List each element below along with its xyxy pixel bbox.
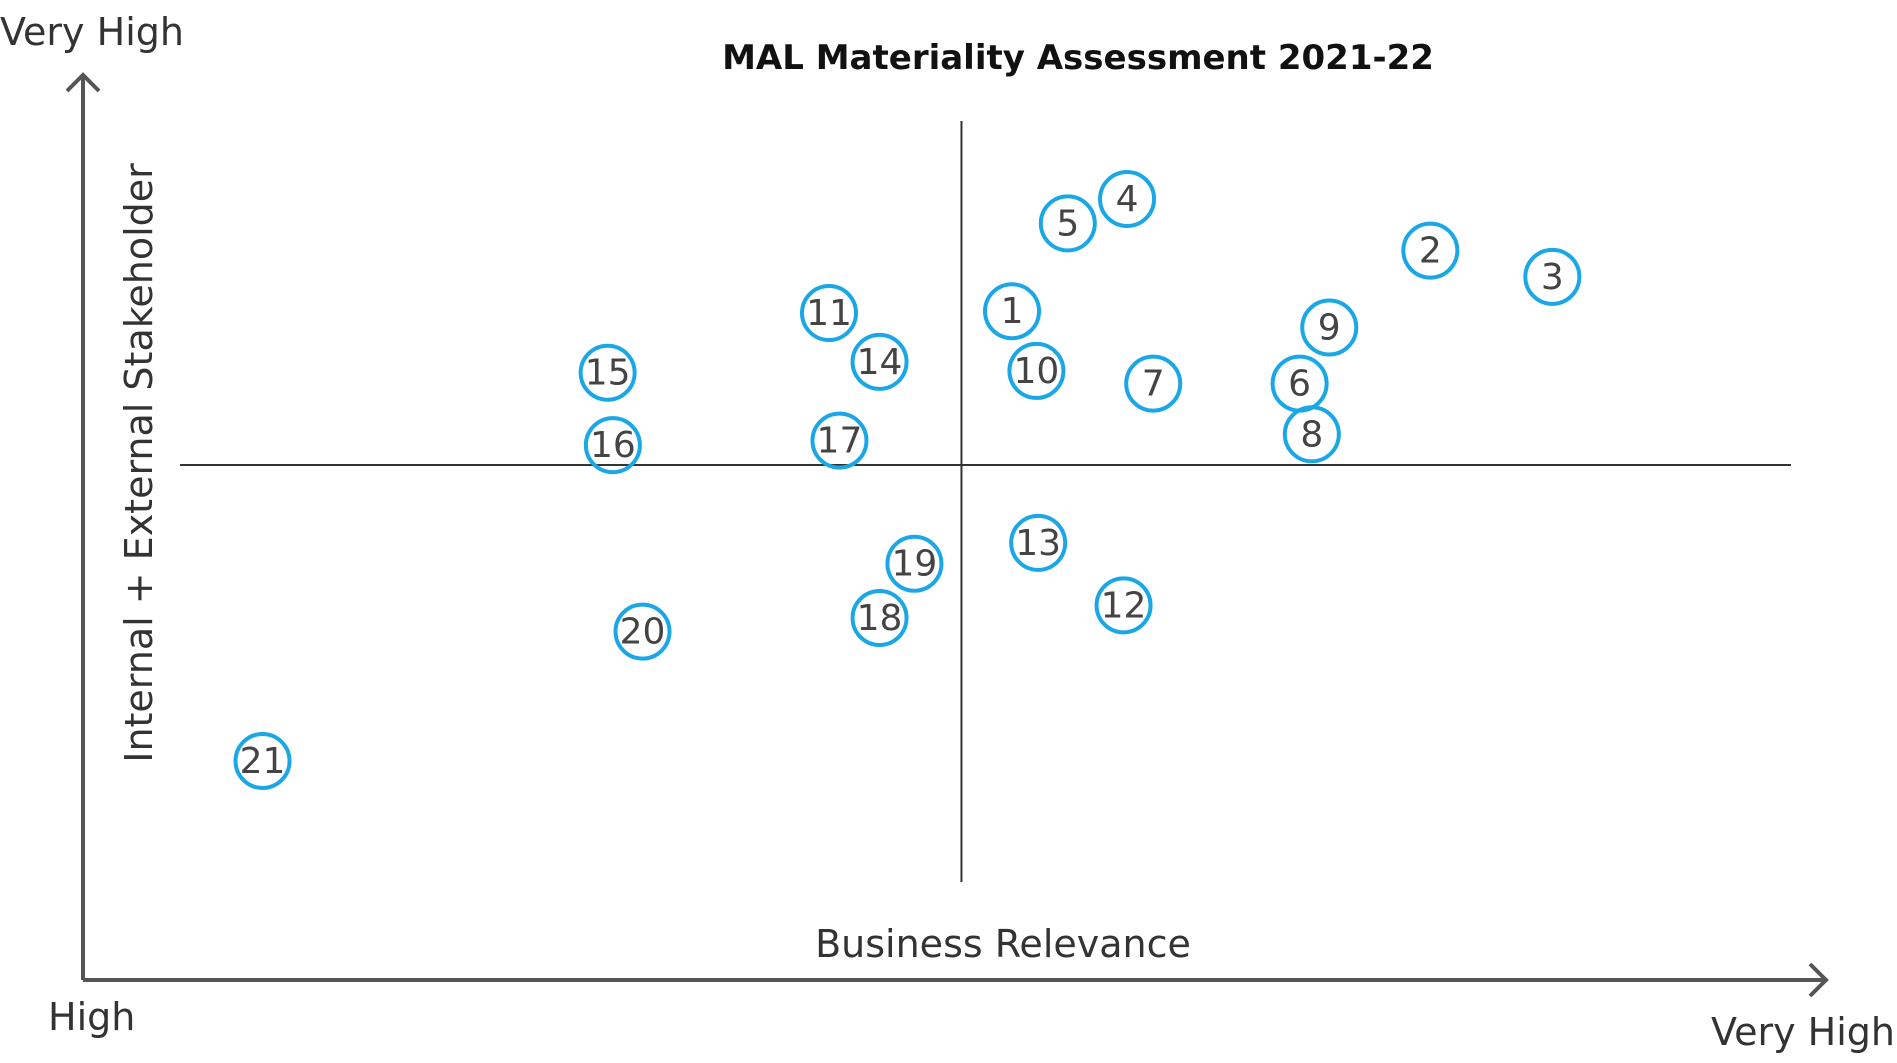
data-point: 21: [233, 731, 292, 790]
data-point-marker: [1282, 405, 1341, 464]
data-point-label: 1: [1001, 291, 1024, 332]
data-point-label: 4: [1116, 179, 1139, 220]
chart-title: MAL Materiality Assessment 2021-22: [722, 38, 1434, 78]
data-point-marker: [1401, 221, 1460, 280]
data-point-label: 3: [1541, 257, 1564, 298]
data-point: 1: [983, 282, 1042, 341]
data-point: 15: [578, 343, 637, 402]
data-point-label: 18: [857, 598, 903, 639]
data-point-marker: [800, 284, 859, 343]
data-point-label: 7: [1142, 364, 1165, 405]
data-point: 12: [1094, 576, 1153, 635]
data-point: 7: [1124, 354, 1183, 413]
x-axis-arrowhead: [1808, 962, 1829, 998]
data-point-marker: [1523, 247, 1582, 306]
data-point-marker: [1007, 341, 1066, 400]
data-point: 11: [800, 284, 859, 343]
data-point-label: 12: [1101, 585, 1147, 626]
x-axis-title: Business Relevance: [815, 922, 1191, 966]
data-point: 13: [1009, 513, 1068, 572]
data-point-marker: [583, 416, 642, 475]
data-point: 17: [810, 411, 869, 470]
data-point-marker: [850, 332, 909, 391]
data-point-label: 21: [240, 741, 286, 782]
data-point-marker: [810, 411, 869, 470]
data-point-marker: [1124, 354, 1183, 413]
data-point-label: 20: [620, 612, 666, 653]
data-point-marker: [850, 589, 909, 647]
data-point-label: 13: [1015, 523, 1061, 564]
data-point-label: 11: [806, 293, 852, 334]
data-point: 16: [583, 416, 642, 475]
data-point-label: 10: [1014, 351, 1060, 392]
x-axis: [83, 962, 1829, 998]
data-point: 9: [1300, 298, 1359, 357]
y-axis: [65, 72, 101, 980]
data-point-label: 8: [1300, 414, 1323, 455]
y-axis-high-label: Very High: [0, 10, 184, 54]
y-axis-title: Internal + External Stakeholder: [117, 163, 161, 763]
data-point-label: 2: [1419, 231, 1442, 272]
data-point: 8: [1282, 405, 1341, 464]
data-point: 5: [1038, 194, 1097, 253]
data-point: 10: [1007, 341, 1066, 400]
data-point-label: 9: [1318, 307, 1341, 348]
data-point-label: 19: [892, 544, 938, 585]
x-axis-low-label: High: [48, 995, 135, 1039]
data-point: 14: [850, 332, 909, 391]
data-point-marker: [578, 343, 637, 402]
data-point-marker: [1300, 298, 1359, 357]
data-point-marker: [233, 731, 292, 790]
data-point: 4: [1098, 169, 1157, 228]
data-point: 20: [613, 602, 672, 661]
data-point-label: 15: [585, 353, 631, 394]
data-point: 18: [850, 589, 909, 647]
data-point-marker: [1009, 513, 1068, 572]
y-axis-arrowhead: [65, 72, 101, 93]
data-point-marker: [1094, 576, 1153, 635]
data-point: 2: [1401, 221, 1460, 280]
data-point: 6: [1270, 354, 1329, 413]
data-point-label: 6: [1288, 364, 1311, 405]
data-point-label: 17: [817, 421, 863, 462]
data-point: 19: [885, 534, 944, 593]
data-point-marker: [613, 602, 672, 661]
data-point-marker: [1038, 194, 1097, 253]
data-point-marker: [983, 282, 1042, 341]
data-point-label: 14: [857, 342, 903, 383]
data-point-label: 5: [1056, 203, 1079, 244]
data-point: 3: [1523, 247, 1582, 306]
data-point-label: 16: [590, 425, 636, 466]
x-axis-high-label: Very High: [1711, 1010, 1895, 1054]
data-point-marker: [1098, 169, 1157, 228]
data-point-marker: [885, 534, 944, 593]
